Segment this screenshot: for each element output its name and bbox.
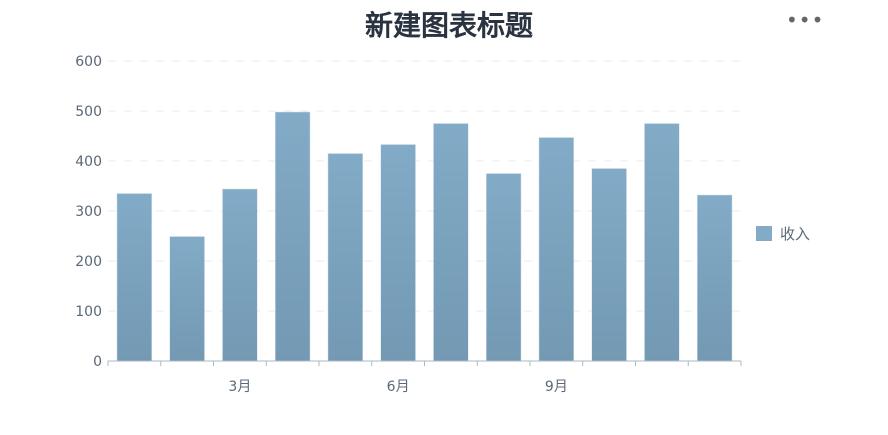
- bar: [696, 194, 733, 362]
- bar: [274, 111, 311, 362]
- bar: [485, 173, 522, 362]
- bar: [116, 193, 153, 362]
- chart-title: 新建图表标题: [364, 9, 533, 42]
- legend-label: 收入: [780, 225, 810, 243]
- bar: [222, 188, 258, 362]
- legend-swatch: [756, 226, 772, 241]
- x-tick-label: 9月: [545, 379, 568, 395]
- bar: [591, 168, 627, 362]
- y-tick-label: 500: [75, 104, 102, 120]
- y-tick-label: 400: [75, 154, 102, 170]
- bar: [327, 153, 364, 362]
- bar: [433, 123, 469, 362]
- more-options-icon[interactable]: •••: [786, 8, 825, 32]
- x-tick-label: 6月: [387, 379, 410, 395]
- bar: [538, 137, 575, 362]
- y-tick-label: 300: [75, 204, 102, 220]
- bar: [380, 144, 416, 362]
- x-tick-label: 3月: [228, 379, 251, 395]
- bar: [169, 236, 205, 362]
- y-tick-label: 200: [75, 254, 102, 270]
- y-tick-label: 100: [75, 304, 102, 320]
- y-tick-label: 0: [93, 354, 102, 370]
- bar: [644, 123, 680, 362]
- y-tick-label: 600: [75, 54, 102, 70]
